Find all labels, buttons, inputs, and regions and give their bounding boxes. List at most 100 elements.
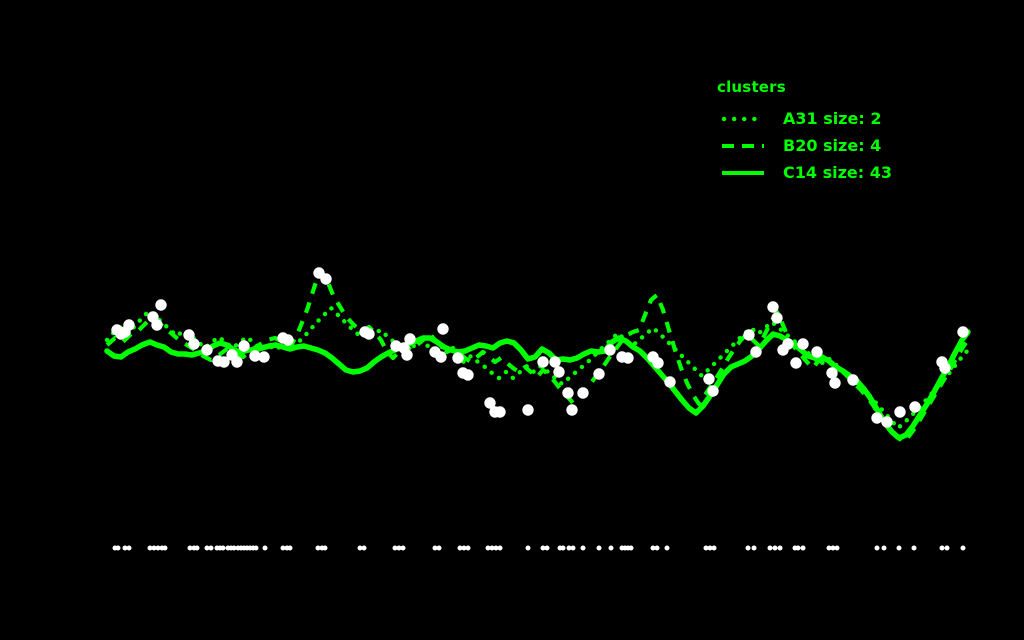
rug-dot [826,545,832,551]
data-point-marker [183,329,195,341]
data-point-marker [249,350,261,362]
legend-title: clusters [717,78,786,96]
rug-dot [461,545,467,551]
legend-label-a31: A31 size: 2 [783,109,882,128]
rug-dot [944,545,950,551]
data-point-marker [522,404,534,416]
rug-dot [162,545,168,551]
rug-dot [147,545,153,551]
rug-dot [540,545,546,551]
rug-dot [608,545,614,551]
dashed-line-swatch [722,143,764,148]
data-point-marker [604,344,616,356]
chart-legend: clusters A31 size: 2 B20 size: 4 C14 siz… [717,78,892,186]
rug-dot [400,545,406,551]
rug-dot [745,545,751,551]
rug-dot [772,545,778,551]
data-point-marker [201,344,213,356]
data-point-marker [894,406,906,418]
rug-dot [795,545,801,551]
rug-dot [485,545,491,551]
data-point-marker [238,340,250,352]
rug-dot [664,545,670,551]
rug-dot [874,545,880,551]
rug-dot [711,545,717,551]
data-point-marker [797,338,809,350]
legend-entry-a31: A31 size: 2 [717,105,892,132]
rug-dot [493,545,499,551]
data-point-marker [847,374,859,386]
rug-dot [566,545,572,551]
rug-dot [204,545,210,551]
rug-dot [361,545,367,551]
rug-dot [322,545,328,551]
data-point-marker [549,356,561,368]
data-point-marker [881,416,893,428]
data-point-marker [437,323,449,335]
rug-dot [654,545,660,551]
data-point-marker [404,333,416,345]
data-point-marker [484,397,496,409]
rug-dot [570,545,576,551]
rug-dot [767,545,773,551]
rug-dot [960,545,966,551]
data-point-marker [282,334,294,346]
data-point-marker [553,366,565,378]
rug-dot [436,545,442,551]
rug-dot [777,545,783,551]
rug-dot [650,545,656,551]
rug-dot [357,545,363,551]
data-point-marker [829,377,841,389]
rug-dot [115,545,121,551]
data-point-marker [537,356,549,368]
rug-dot [881,545,887,551]
rug-dot [432,545,438,551]
data-point-marker [401,349,413,361]
series-a31-line [104,305,971,431]
data-point-marker [782,338,794,350]
rug-dot [392,545,398,551]
data-point-marker [593,368,605,380]
data-point-marker [957,326,969,338]
data-point-marker [188,338,200,350]
legend-entry-b20: B20 size: 4 [717,132,892,159]
data-point-marker [320,273,332,285]
data-point-marker [750,346,762,358]
data-point-marker [566,404,578,416]
legend-label-c14: C14 size: 43 [783,163,892,182]
rug-dot [489,545,495,551]
rug-dot [151,545,157,551]
data-point-marker [151,319,163,331]
legend-entry-c14: C14 size: 43 [717,159,892,186]
rug-dot [834,545,840,551]
rug-dot [287,545,293,551]
data-point-marker [811,346,823,358]
rug-dot [315,545,321,551]
rug-dot [911,545,917,551]
rug-dot [126,545,132,551]
solid-line-swatch [722,170,764,175]
rug-dot [707,545,713,551]
rug-dot [194,545,200,551]
data-point-marker [258,351,270,363]
data-point-marker [435,351,447,363]
dotted-line-swatch [721,116,765,121]
data-point-marker [562,387,574,399]
data-point-marker [231,356,243,368]
data-point-marker [703,373,715,385]
rug-dot [155,545,161,551]
data-point-marker [664,376,676,388]
data-point-marker [707,385,719,397]
rug-dot [465,545,471,551]
rug-dot [939,545,945,551]
data-point-marker [452,352,464,364]
data-point-marker [790,357,802,369]
rug-dot [262,545,268,551]
rug-dot [703,545,709,551]
data-point-marker [123,319,135,331]
rug-dot [896,545,902,551]
data-point-marker [767,301,779,313]
data-point-marker [652,357,664,369]
